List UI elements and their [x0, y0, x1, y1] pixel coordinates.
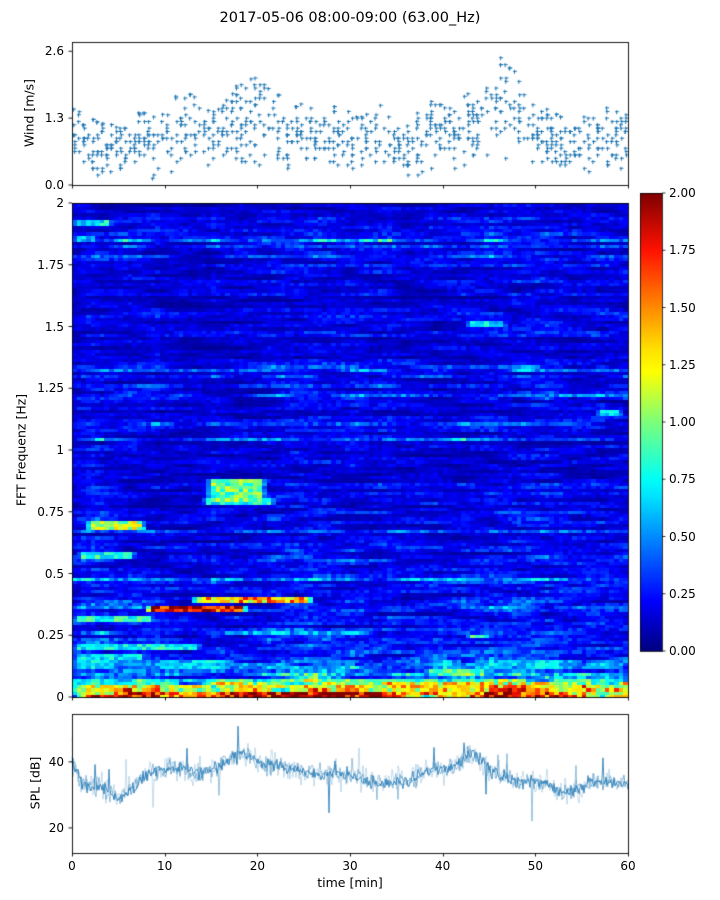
fft-ytick-label: 0.75 — [37, 504, 64, 519]
fft-ytick-label: 0 — [56, 690, 64, 704]
time-xlabel: time [min] — [317, 875, 383, 890]
colorbar-tick-label: 0.25 — [669, 586, 696, 601]
spl-ytick-label: 20 — [48, 820, 64, 835]
fft-ytick-label: 1 — [56, 443, 64, 457]
fft-ytick-label: 0.25 — [37, 628, 64, 643]
colorbar-tick-label: 0.50 — [669, 529, 696, 544]
fft-ytick-label: 0.5 — [44, 566, 64, 581]
time-xtick-label: 60 — [620, 859, 636, 873]
time-xtick-label: 0 — [68, 859, 76, 873]
fft-ytick-label: 1.25 — [37, 381, 64, 396]
colorbar-tick-label: 1.00 — [669, 415, 696, 429]
colorbar-tick-label: 2.00 — [669, 186, 696, 200]
wind-ytick-label: 0.0 — [44, 178, 64, 192]
fft-ytick-label: 2 — [56, 196, 64, 210]
time-xtick-label: 20 — [249, 859, 265, 873]
colorbar-tick-label: 0.75 — [669, 472, 696, 487]
wind-ytick-label: 2.6 — [44, 44, 64, 59]
colorbar-tick-label: 0.00 — [669, 644, 696, 658]
time-xtick-label: 40 — [435, 859, 451, 873]
fft-ytick-label: 1.5 — [44, 319, 64, 334]
colorbar-tick-label: 1.50 — [669, 300, 696, 315]
fft-ytick-label: 1.75 — [37, 257, 64, 272]
spl-ytick-label: 40 — [48, 754, 64, 769]
colorbar-tick-label: 1.75 — [669, 243, 696, 258]
wind-ytick-label: 1.3 — [44, 111, 64, 126]
time-xtick-label: 50 — [527, 859, 543, 873]
time-xtick-label: 10 — [157, 859, 173, 873]
colorbar-tick-label: 1.25 — [669, 357, 696, 372]
figure-title: 2017-05-06 08:00-09:00 (63.00_Hz) — [219, 10, 481, 26]
time-xtick-label: 30 — [342, 859, 358, 873]
